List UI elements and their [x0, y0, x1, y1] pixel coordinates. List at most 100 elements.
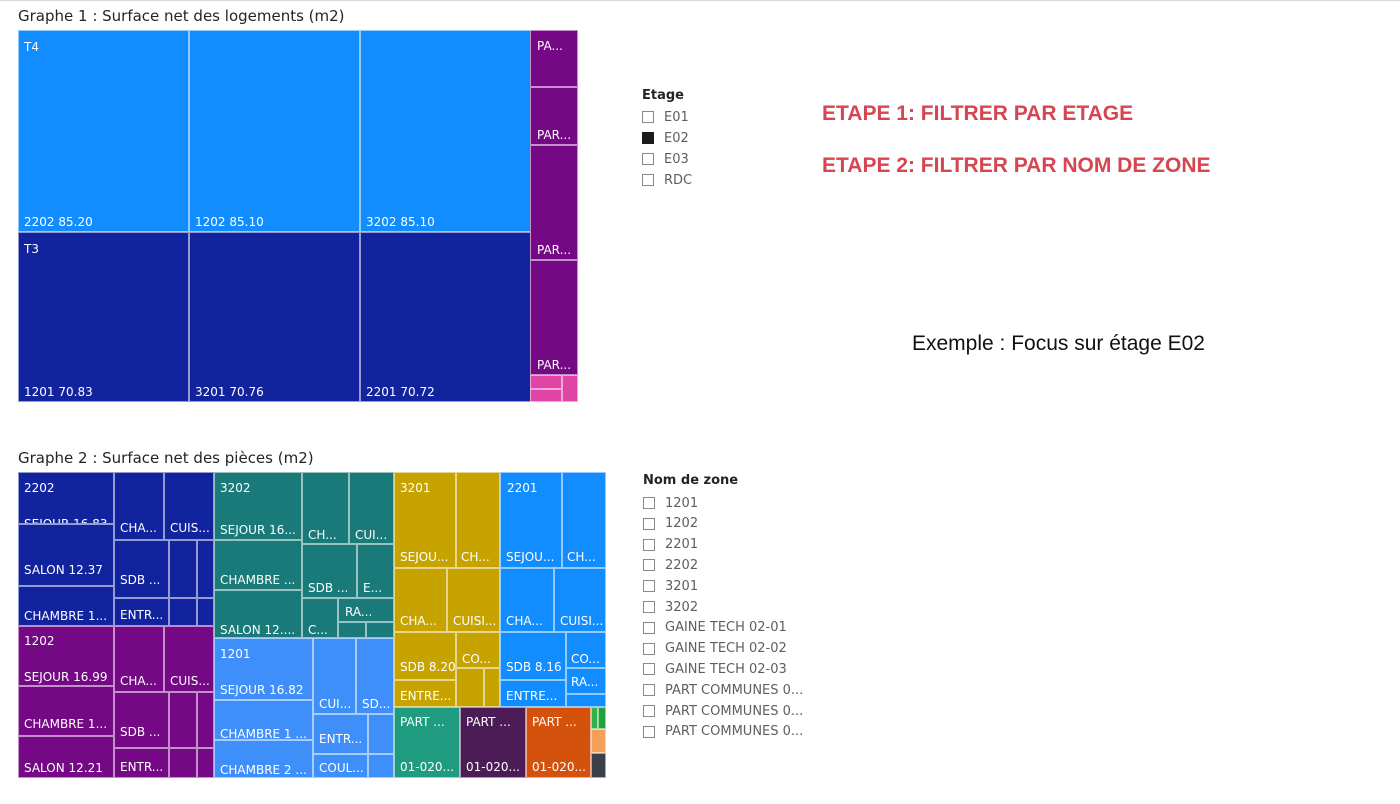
treemap-cell-small[interactable] [456, 668, 484, 707]
checkbox[interactable] [642, 174, 654, 186]
treemap-cell[interactable]: CHA... [394, 568, 447, 632]
treemap-cell[interactable]: CHA... [114, 626, 164, 692]
treemap-cell[interactable]: SDB ... [114, 540, 169, 598]
checkbox[interactable] [643, 497, 655, 509]
treemap-cell[interactable]: 2202 85.20 T4 [18, 30, 189, 232]
treemap-cell[interactable]: PART ... 01-020... [460, 707, 526, 778]
treemap-cell-small[interactable] [368, 714, 394, 754]
treemap-cell-small[interactable] [566, 694, 606, 707]
treemap-cell[interactable]: C... [302, 598, 338, 638]
slicer-item[interactable]: 3201 [643, 577, 698, 595]
treemap-cell[interactable]: CUI... [313, 638, 356, 714]
slicer-item[interactable]: PART COMMUNES 0... [643, 681, 803, 699]
treemap-cell[interactable]: PAR... [530, 260, 578, 375]
treemap-cell[interactable]: CUI... [349, 472, 394, 544]
checkbox[interactable] [643, 621, 655, 634]
treemap-cell[interactable]: ENTR... [313, 714, 368, 754]
treemap-cell[interactable]: SDB 8.20 [394, 632, 456, 680]
treemap-cell[interactable]: 1202 SEJOUR 16.99 [18, 626, 114, 686]
treemap-cell[interactable]: CH... [562, 472, 606, 568]
treemap-cell[interactable]: CHAMBRE ... [214, 540, 302, 590]
treemap-cell-small[interactable] [169, 598, 197, 626]
treemap-cell[interactable]: SALON 12.37 [18, 524, 114, 586]
checkbox[interactable] [642, 111, 654, 123]
slicer-item[interactable]: 1202 [643, 515, 698, 533]
slicer-item[interactable]: GAINE TECH 02-02 [643, 640, 787, 658]
treemap-cell[interactable]: CHAMBRE 1... [18, 586, 114, 626]
checkbox[interactable] [643, 601, 655, 613]
treemap-cell[interactable]: ENTRE... [500, 680, 566, 707]
treemap-cell[interactable]: ENTR... [114, 598, 169, 626]
treemap-cell[interactable]: CUISI... [447, 568, 500, 632]
treemap-cell[interactable]: 2201 SEJOU... [500, 472, 562, 568]
treemap-cell-small[interactable] [366, 622, 394, 638]
treemap-cell-small[interactable] [530, 389, 562, 402]
treemap-cell[interactable]: CHAMBRE 2 ... [214, 740, 313, 778]
treemap-cell[interactable]: 3201 70.76 [189, 232, 360, 402]
treemap-cell[interactable]: PART ... 01-020... [526, 707, 591, 778]
treemap-cell-small[interactable] [197, 692, 214, 748]
slicer-item[interactable]: GAINE TECH 02-01 [643, 619, 787, 637]
treemap-cell[interactable]: CHA... [500, 568, 554, 632]
treemap-cell[interactable]: SALON 12.21 [18, 736, 114, 778]
slicer-item[interactable]: E02 [642, 129, 689, 147]
treemap-cell-small[interactable] [197, 748, 214, 778]
treemap-cell[interactable]: PAR... [530, 87, 578, 145]
treemap-cell[interactable]: E... [357, 544, 394, 598]
treemap-cell[interactable]: CUISI... [554, 568, 606, 632]
treemap-cell[interactable]: CO... [566, 632, 606, 668]
treemap-cell[interactable]: 3202 SEJOUR 16... [214, 472, 302, 540]
treemap-cell-small[interactable] [591, 707, 598, 729]
treemap-cell[interactable]: 1201 70.83 T3 [18, 232, 189, 402]
checkbox[interactable] [643, 663, 655, 676]
checkbox[interactable] [643, 642, 655, 655]
treemap-cell[interactable]: RA... [566, 668, 606, 694]
treemap-cell[interactable]: SDB ... [114, 692, 169, 748]
slicer-item[interactable]: E03 [642, 150, 689, 168]
checkbox[interactable] [642, 132, 654, 144]
treemap-cell[interactable]: CHAMBRE 1 ... [214, 700, 313, 740]
treemap-cell-small[interactable] [591, 729, 606, 753]
treemap-cell-small[interactable] [484, 668, 500, 707]
treemap-pieces[interactable]: 2202 SEJOUR 16.83 SALON 12.37 CHAMBRE 1... C… [18, 472, 606, 778]
checkbox[interactable] [643, 517, 655, 530]
treemap-cell-small[interactable] [562, 375, 578, 402]
slicer-item[interactable]: 3202 [643, 598, 698, 616]
treemap-cell[interactable]: COUL... [313, 754, 368, 778]
slicer-item[interactable]: PART COMMUNES 0... [643, 702, 803, 720]
treemap-cell[interactable]: CH... [302, 472, 349, 544]
treemap-cell-small[interactable] [197, 598, 214, 626]
treemap-cell[interactable]: 1202 85.10 [189, 30, 360, 232]
treemap-logements[interactable]: 2202 85.20 T4 1202 85.10 3202 85.10 1201 70.… [18, 30, 578, 402]
checkbox[interactable] [643, 725, 655, 738]
treemap-cell-small[interactable] [591, 753, 606, 778]
treemap-cell[interactable]: 2201 70.72 [360, 232, 531, 402]
checkbox[interactable] [643, 559, 655, 572]
treemap-cell[interactable]: SALON 12.... [214, 590, 302, 638]
slicer-item[interactable]: E01 [642, 108, 689, 126]
treemap-cell[interactable]: PART ... 01-020... [394, 707, 460, 778]
treemap-cell-small[interactable] [197, 540, 214, 598]
slicer-item[interactable]: 2202 [643, 556, 698, 574]
treemap-cell[interactable]: CO... [456, 632, 500, 668]
treemap-cell[interactable]: CHAMBRE 1... [18, 686, 114, 736]
treemap-cell-small[interactable] [598, 707, 606, 729]
checkbox[interactable] [643, 538, 655, 551]
treemap-cell-small[interactable] [169, 540, 197, 598]
treemap-cell[interactable]: CUIS... [164, 472, 214, 540]
treemap-cell[interactable]: CHA... [114, 472, 164, 540]
treemap-cell[interactable]: 2202 SEJOUR 16.83 [18, 472, 114, 524]
treemap-cell-small[interactable] [368, 754, 394, 778]
checkbox[interactable] [643, 580, 655, 593]
slicer-item[interactable]: GAINE TECH 02-03 [643, 660, 787, 678]
slicer-item[interactable]: RDC [642, 171, 692, 189]
treemap-cell[interactable]: ENTR... [114, 748, 169, 778]
treemap-cell[interactable]: SDB 8.16 [500, 632, 566, 680]
treemap-cell[interactable]: RA... [338, 598, 394, 622]
treemap-cell[interactable]: 3202 85.10 [360, 30, 531, 232]
slicer-item[interactable]: 2201 [643, 536, 698, 554]
treemap-cell[interactable]: CUIS... [164, 626, 214, 692]
treemap-cell[interactable]: ENTRE... [394, 680, 456, 707]
treemap-cell[interactable]: PAR... [530, 145, 578, 260]
treemap-cell-small[interactable] [169, 748, 197, 778]
